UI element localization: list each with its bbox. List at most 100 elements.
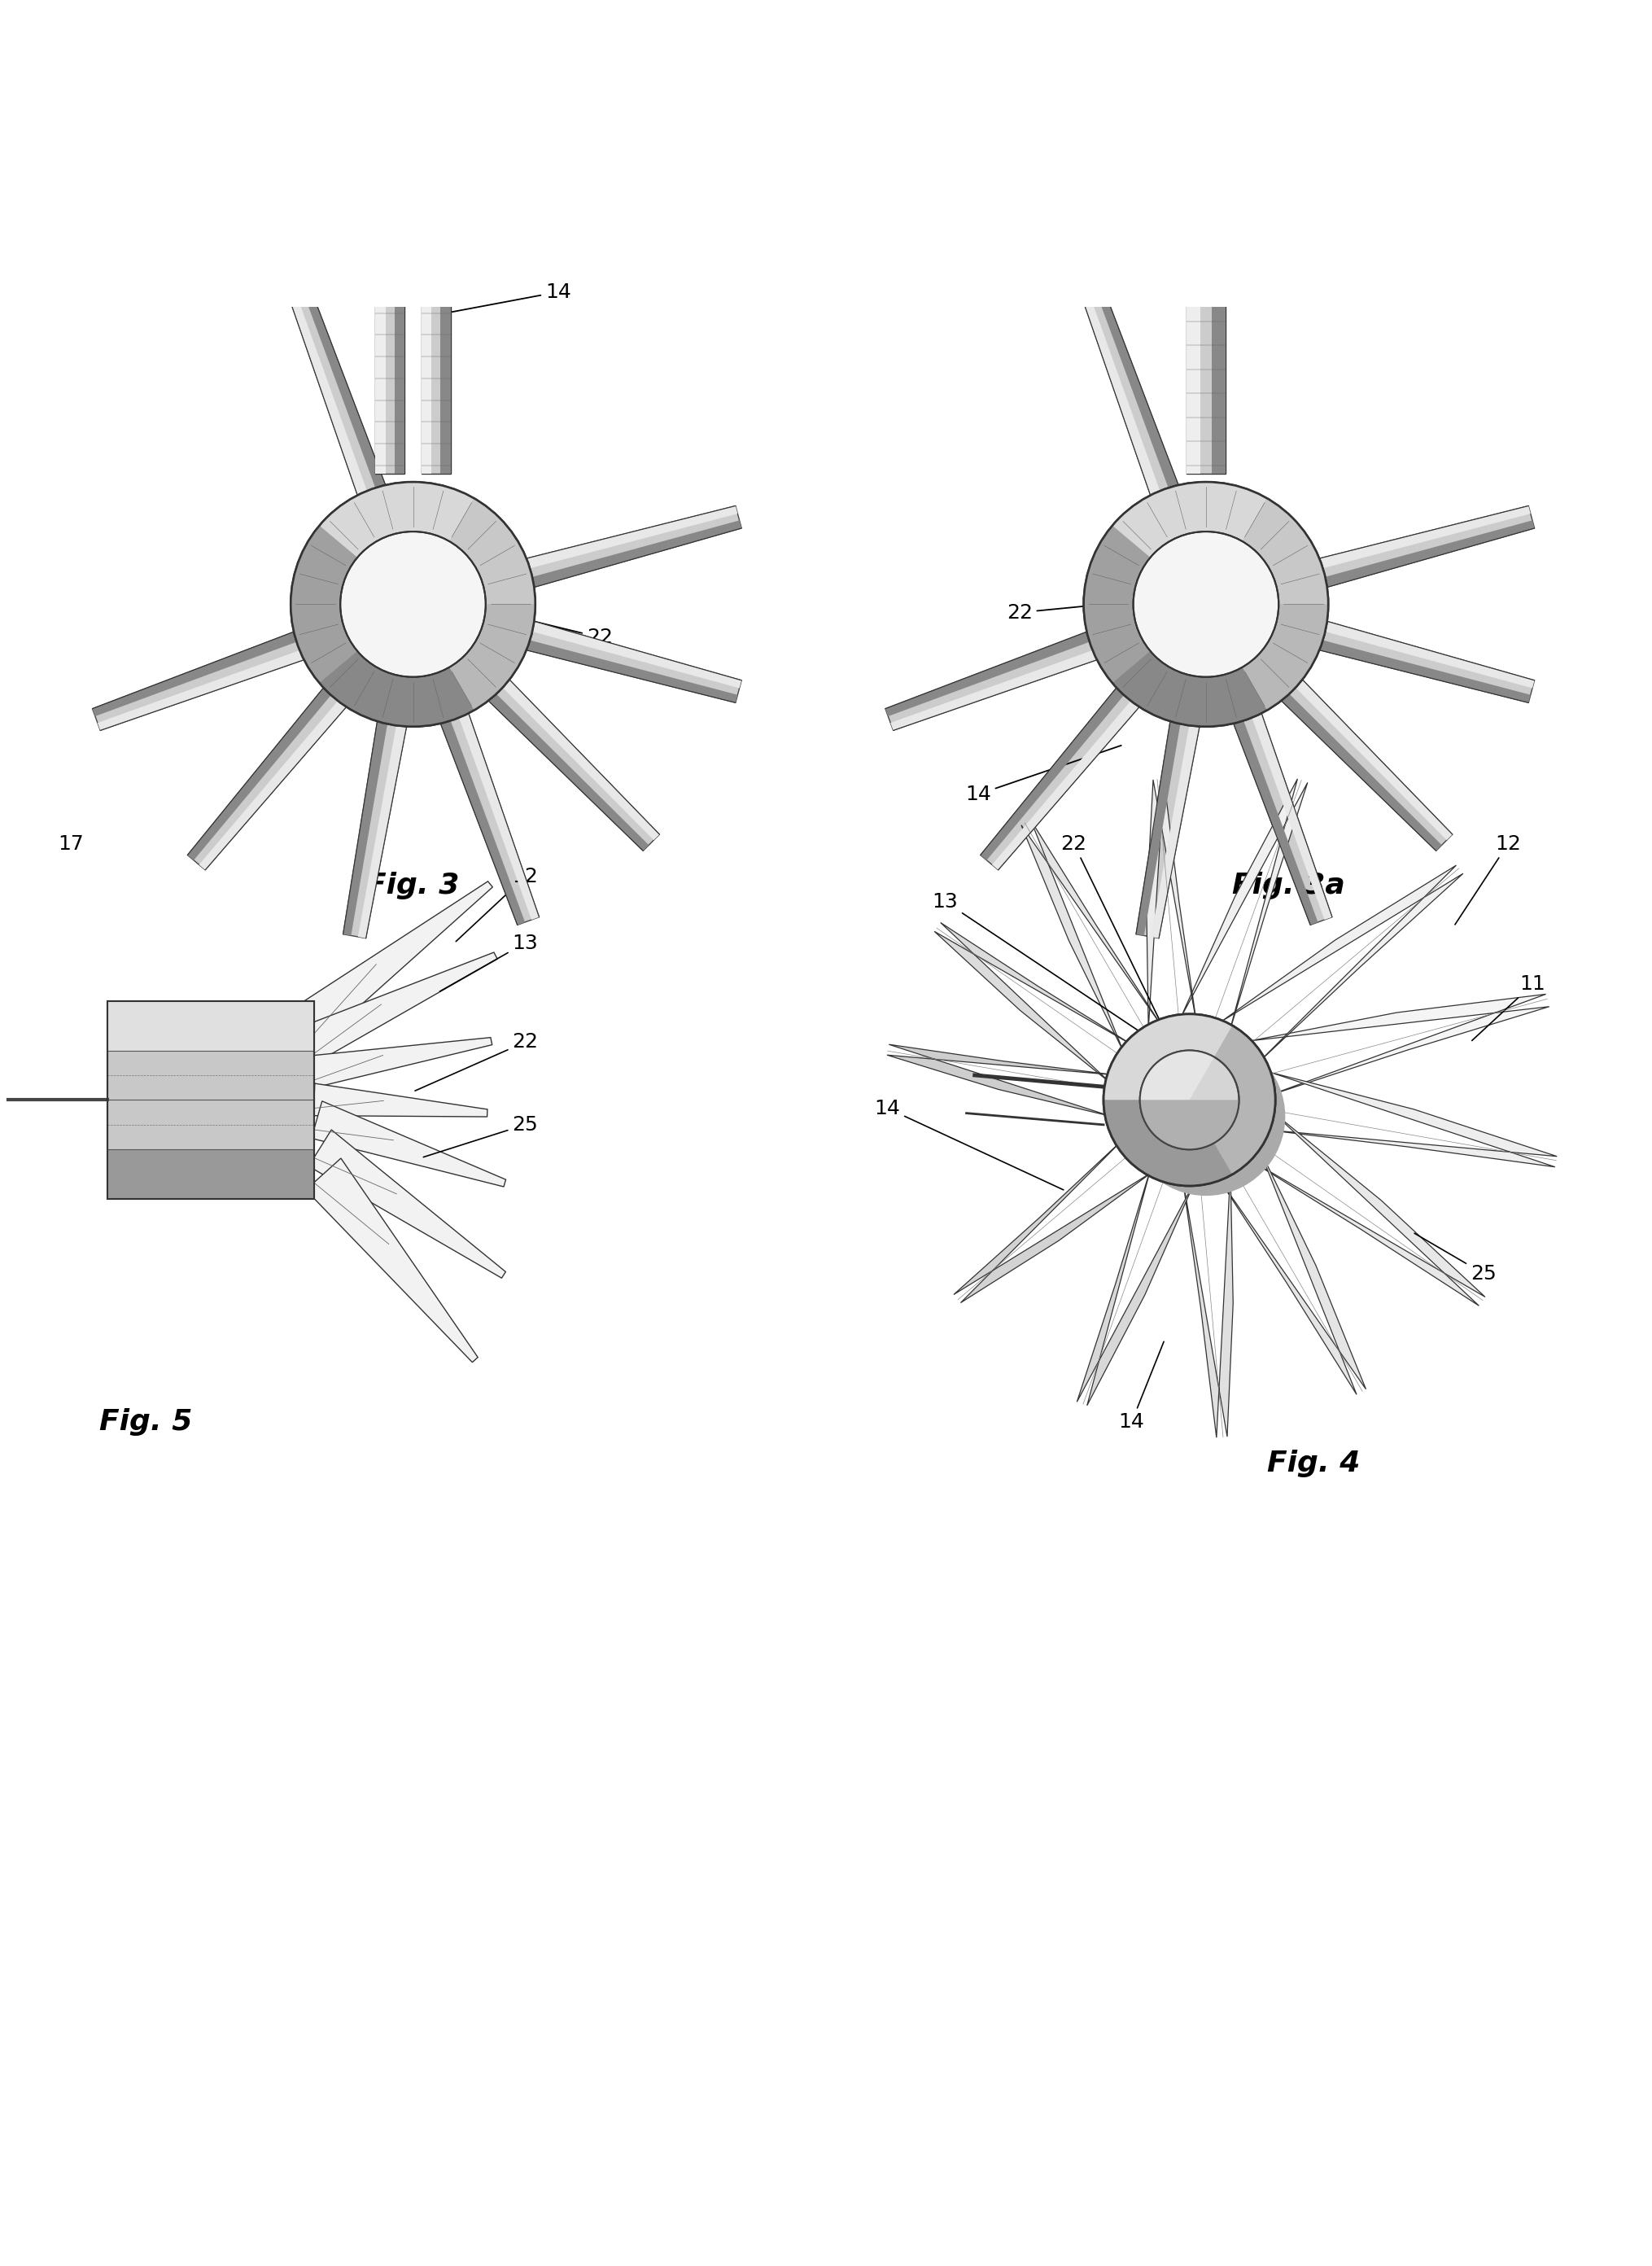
Polygon shape — [527, 641, 738, 702]
Text: 22: 22 — [1061, 834, 1163, 1029]
Polygon shape — [459, 714, 539, 920]
Polygon shape — [885, 632, 1097, 730]
Polygon shape — [885, 632, 1090, 716]
Polygon shape — [107, 1002, 314, 1199]
Polygon shape — [1214, 1147, 1366, 1394]
Polygon shape — [301, 283, 385, 487]
Polygon shape — [441, 721, 525, 925]
Polygon shape — [441, 714, 539, 925]
Polygon shape — [312, 1101, 506, 1187]
Text: 14: 14 — [428, 283, 572, 317]
Circle shape — [1133, 533, 1279, 678]
Polygon shape — [981, 689, 1123, 861]
Polygon shape — [107, 1149, 314, 1199]
Text: Fig. 5: Fig. 5 — [99, 1407, 192, 1437]
Polygon shape — [1320, 621, 1535, 702]
Polygon shape — [1320, 641, 1531, 702]
Text: 22: 22 — [431, 596, 613, 648]
Wedge shape — [1189, 1026, 1275, 1174]
Text: Fig. 3: Fig. 3 — [367, 872, 459, 900]
Text: 17: 17 — [58, 834, 84, 854]
Polygon shape — [1320, 505, 1535, 587]
Polygon shape — [406, 399, 420, 478]
Polygon shape — [1295, 680, 1452, 841]
Polygon shape — [1325, 621, 1535, 689]
Polygon shape — [527, 505, 738, 569]
Circle shape — [291, 483, 535, 727]
Polygon shape — [953, 1138, 1153, 1303]
Wedge shape — [319, 650, 474, 727]
Wedge shape — [1084, 526, 1150, 682]
Polygon shape — [991, 700, 1138, 870]
Polygon shape — [93, 632, 304, 730]
Polygon shape — [1221, 866, 1464, 1065]
Text: 25: 25 — [1414, 1233, 1497, 1283]
Text: 13: 13 — [932, 893, 1146, 1036]
Polygon shape — [1021, 820, 1163, 1051]
Polygon shape — [1094, 283, 1178, 487]
Text: 12: 12 — [1455, 834, 1521, 925]
Polygon shape — [1282, 693, 1442, 850]
Text: 22: 22 — [1006, 596, 1188, 623]
Circle shape — [1140, 1051, 1239, 1149]
Polygon shape — [1242, 1110, 1485, 1305]
Polygon shape — [1151, 725, 1199, 938]
Circle shape — [340, 533, 486, 678]
Wedge shape — [1112, 650, 1267, 727]
Wedge shape — [449, 605, 535, 709]
Wedge shape — [1242, 605, 1328, 709]
Wedge shape — [1140, 1051, 1214, 1099]
Polygon shape — [301, 952, 497, 1060]
Polygon shape — [489, 693, 649, 850]
Polygon shape — [93, 632, 297, 716]
Polygon shape — [375, 218, 405, 474]
Polygon shape — [358, 725, 406, 938]
Polygon shape — [1234, 721, 1318, 925]
Polygon shape — [188, 689, 330, 861]
Wedge shape — [1104, 1099, 1232, 1185]
Polygon shape — [1213, 193, 1226, 474]
Polygon shape — [532, 521, 742, 587]
Text: 12: 12 — [456, 868, 539, 940]
Wedge shape — [1112, 483, 1267, 557]
Circle shape — [1104, 1015, 1275, 1185]
Polygon shape — [502, 680, 659, 841]
Polygon shape — [1137, 723, 1180, 936]
Polygon shape — [1080, 283, 1178, 494]
Wedge shape — [1140, 1099, 1239, 1149]
Polygon shape — [107, 1002, 314, 1051]
Circle shape — [1084, 483, 1328, 727]
Wedge shape — [319, 483, 474, 557]
Polygon shape — [292, 881, 492, 1042]
Polygon shape — [287, 288, 367, 494]
Polygon shape — [1282, 680, 1452, 850]
Polygon shape — [1137, 723, 1199, 938]
Text: Fig. 3a: Fig. 3a — [1232, 872, 1345, 900]
Text: 14: 14 — [1118, 1341, 1163, 1432]
Polygon shape — [1252, 714, 1332, 920]
Polygon shape — [309, 1038, 492, 1088]
Polygon shape — [309, 1131, 506, 1278]
Polygon shape — [344, 723, 406, 938]
Circle shape — [1127, 1038, 1285, 1196]
Text: Fig. 4: Fig. 4 — [1267, 1450, 1360, 1477]
Polygon shape — [1186, 193, 1226, 474]
Polygon shape — [1077, 1165, 1194, 1405]
Polygon shape — [1080, 288, 1160, 494]
Text: 13: 13 — [439, 934, 539, 993]
Text: 14: 14 — [874, 1099, 1064, 1190]
Polygon shape — [97, 650, 304, 730]
Polygon shape — [441, 218, 451, 474]
Text: 14: 14 — [965, 746, 1122, 804]
Polygon shape — [421, 218, 451, 474]
Polygon shape — [306, 1158, 477, 1362]
Polygon shape — [188, 689, 345, 870]
Polygon shape — [489, 680, 659, 850]
Polygon shape — [1325, 521, 1535, 587]
Polygon shape — [887, 1045, 1118, 1117]
Polygon shape — [1181, 780, 1308, 1036]
Wedge shape — [449, 499, 535, 605]
Polygon shape — [1186, 193, 1199, 474]
Text: 11: 11 — [1472, 974, 1546, 1040]
Polygon shape — [532, 621, 742, 689]
